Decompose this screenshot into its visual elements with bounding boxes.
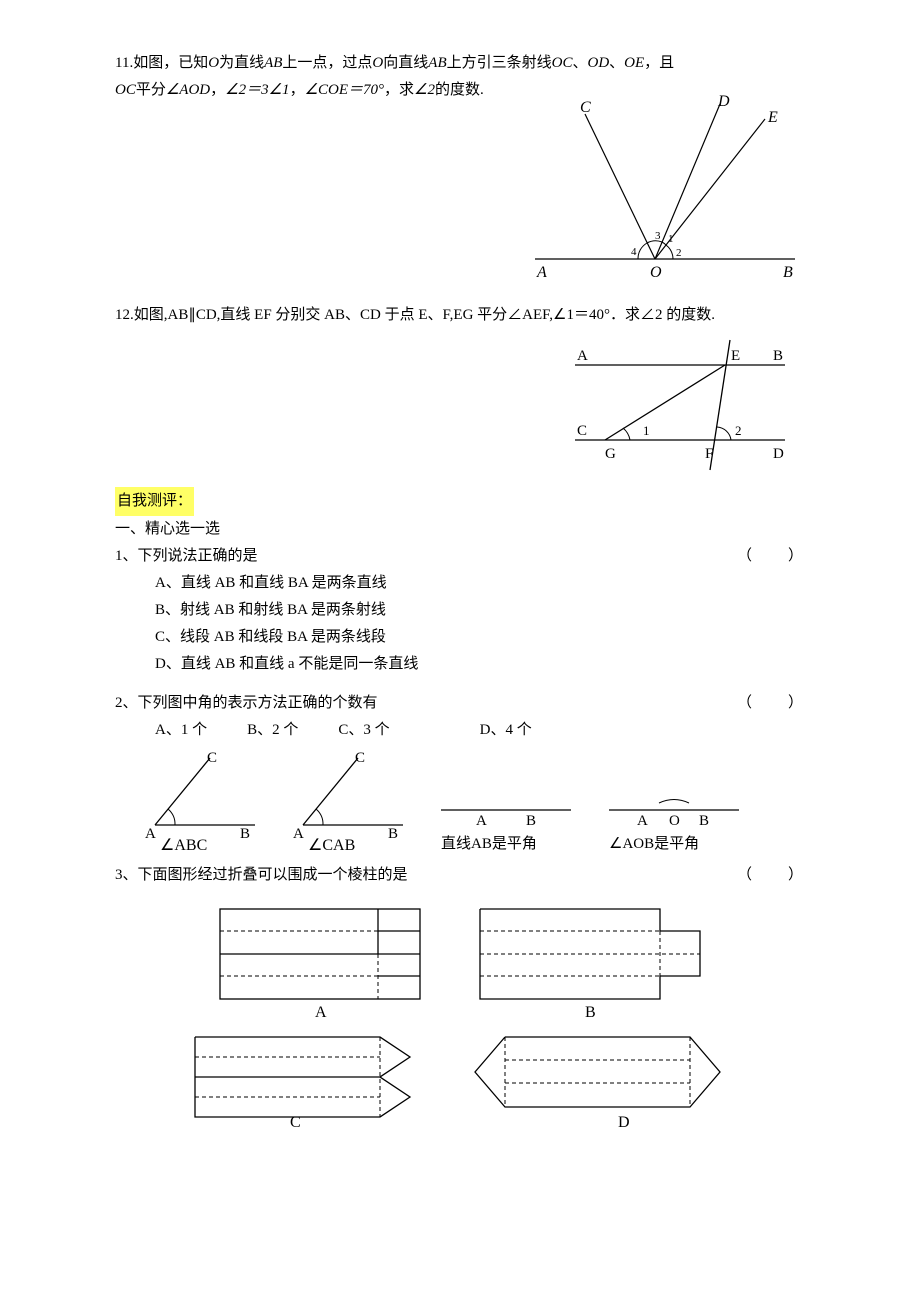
question-11: 11.如图，已知O为直线AB上一点，过点O向直线AB上方引三条射线OC、OD、O… bbox=[115, 50, 805, 284]
mc3-a-fig: A bbox=[205, 899, 435, 1019]
svg-text:A: A bbox=[476, 813, 487, 829]
mc3-row1: A B bbox=[115, 899, 805, 1019]
section-title: 自我测评： bbox=[115, 487, 805, 516]
label-d: D bbox=[717, 94, 730, 110]
q12-d: D bbox=[773, 446, 784, 462]
mc2-fig2: C A B ∠CAB bbox=[283, 750, 413, 850]
q12-body: 如图,AB∥CD,直线 EF 分别交 AB、CD 于点 E、F,EG 平分∠AE… bbox=[134, 307, 715, 323]
svg-text:C: C bbox=[355, 750, 365, 766]
q12-ang2: 2 bbox=[735, 423, 742, 438]
mc2-d: D、4 个 bbox=[480, 717, 532, 744]
label-a: A bbox=[536, 264, 547, 281]
mc-3: 3、下面图形经过折叠可以围成一个棱柱的是 （ ） A B bbox=[115, 862, 805, 1127]
mc2-fig4: A O B ∠AOB是平角 bbox=[599, 750, 749, 850]
q12-a: A bbox=[577, 348, 588, 364]
q12-number: 12. bbox=[115, 307, 134, 323]
q12-g: G bbox=[605, 446, 616, 462]
svg-text:A: A bbox=[293, 826, 304, 842]
mc2-fig3: A B 直线AB是平角 bbox=[431, 750, 581, 850]
q11-number: 11. bbox=[115, 55, 133, 71]
mc1-c: C、线段 AB 和线段 BA 是两条线段 bbox=[155, 624, 805, 651]
svg-text:∠AOB是平角: ∠AOB是平角 bbox=[609, 835, 699, 850]
mc2-c: C、3 个 bbox=[338, 717, 389, 744]
q11-text: 11.如图，已知O为直线AB上一点，过点O向直线AB上方引三条射线OC、OD、O… bbox=[115, 50, 805, 77]
mc2-figs: C A B ∠ABC C A B ∠CAB A B 直线AB是平角 A O bbox=[135, 750, 805, 850]
mc1-paren: （ ） bbox=[737, 543, 805, 570]
mc1-b: B、射线 AB 和射线 BA 是两条射线 bbox=[155, 597, 805, 624]
mc3-row2: C D bbox=[115, 1027, 805, 1127]
svg-text:B: B bbox=[240, 826, 250, 842]
label-e: E bbox=[767, 109, 778, 126]
mc3-d-fig: D bbox=[460, 1027, 740, 1127]
mc1-a: A、直线 AB 和直线 BA 是两条直线 bbox=[155, 570, 805, 597]
svg-text:C: C bbox=[207, 750, 217, 766]
svg-text:A: A bbox=[145, 826, 156, 842]
num-2: 2 bbox=[676, 247, 682, 259]
section-sub: 一、精心选一选 bbox=[115, 516, 805, 543]
q12-svg: A B C D E F G 1 2 bbox=[555, 335, 805, 475]
svg-text:A: A bbox=[315, 1004, 327, 1019]
mc2-b: B、2 个 bbox=[247, 717, 298, 744]
svg-text:C: C bbox=[290, 1114, 301, 1127]
svg-text:∠CAB: ∠CAB bbox=[308, 837, 355, 850]
mc3-c-fig: C bbox=[180, 1027, 430, 1127]
svg-text:O: O bbox=[669, 813, 680, 829]
svg-text:A: A bbox=[637, 813, 648, 829]
svg-text:直线AB是平角: 直线AB是平角 bbox=[441, 835, 537, 850]
q12-f: F bbox=[705, 446, 713, 462]
svg-text:B: B bbox=[388, 826, 398, 842]
mc3-paren: （ ） bbox=[737, 862, 805, 889]
label-c: C bbox=[580, 99, 591, 116]
mc3-stem: 3、下面图形经过折叠可以围成一个棱柱的是 bbox=[115, 862, 408, 889]
mc2-fig1: C A B ∠ABC bbox=[135, 750, 265, 850]
q12-figure: A B C D E F G 1 2 bbox=[115, 335, 805, 475]
svg-text:B: B bbox=[699, 813, 709, 829]
q12-text: 12.如图,AB∥CD,直线 EF 分别交 AB、CD 于点 E、F,EG 平分… bbox=[115, 302, 805, 329]
q12-c: C bbox=[577, 423, 587, 439]
mc1-stem: 1、下列说法正确的是 bbox=[115, 543, 258, 570]
q12-b: B bbox=[773, 348, 783, 364]
num-3: 3 bbox=[655, 230, 661, 242]
mc-1: 1、下列说法正确的是 （ ） A、直线 AB 和直线 BA 是两条直线 B、射线… bbox=[115, 543, 805, 678]
q11-figure: C D E A B O 1 2 3 4 bbox=[115, 94, 805, 284]
question-12: 12.如图,AB∥CD,直线 EF 分别交 AB、CD 于点 E、F,EG 平分… bbox=[115, 302, 805, 475]
label-b: B bbox=[783, 264, 793, 281]
mc2-stem: 2、下列图中角的表示方法正确的个数有 bbox=[115, 690, 378, 717]
svg-text:B: B bbox=[585, 1004, 596, 1019]
mc2-a: A、1 个 bbox=[155, 717, 207, 744]
mc2-options: A、1 个 B、2 个 C、3 个 D、4 个 bbox=[155, 717, 805, 744]
svg-text:D: D bbox=[618, 1114, 630, 1127]
mc-2: 2、下列图中角的表示方法正确的个数有 （ ） A、1 个 B、2 个 C、3 个… bbox=[115, 690, 805, 850]
q12-ang1: 1 bbox=[643, 423, 650, 438]
mc2-paren: （ ） bbox=[737, 690, 805, 717]
num-1: 1 bbox=[668, 233, 674, 245]
label-o: O bbox=[650, 264, 662, 281]
num-4: 4 bbox=[631, 246, 637, 258]
svg-text:∠ABC: ∠ABC bbox=[160, 837, 207, 850]
svg-text:B: B bbox=[526, 813, 536, 829]
q12-e: E bbox=[731, 348, 740, 364]
mc3-b-fig: B bbox=[465, 899, 715, 1019]
mc1-d: D、直线 AB 和直线 a 不能是同一条直线 bbox=[155, 651, 805, 678]
self-eval-title: 自我测评： bbox=[115, 487, 194, 516]
q11-svg: C D E A B O 1 2 3 4 bbox=[525, 94, 805, 284]
